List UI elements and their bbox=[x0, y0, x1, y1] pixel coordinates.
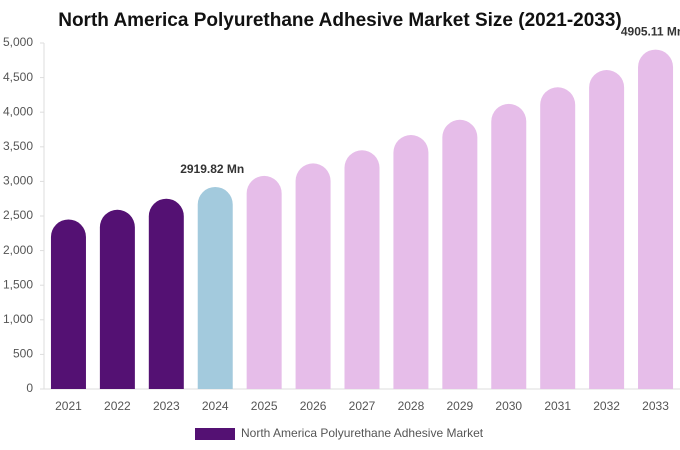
legend-swatch bbox=[195, 428, 235, 440]
bar bbox=[50, 219, 86, 389]
x-tick-label: 2024 bbox=[202, 399, 229, 413]
x-tick-label: 2022 bbox=[104, 399, 131, 413]
value-label: 2919.82 Mn bbox=[180, 162, 244, 176]
x-tick-label: 2033 bbox=[642, 399, 669, 413]
bar bbox=[99, 209, 135, 389]
y-tick-label: 4,000 bbox=[3, 104, 33, 118]
bar bbox=[589, 69, 625, 389]
x-tick-label: 2032 bbox=[593, 399, 620, 413]
bar bbox=[148, 198, 184, 389]
bar bbox=[540, 87, 576, 390]
bar bbox=[442, 119, 478, 389]
x-tick-label: 2027 bbox=[349, 399, 376, 413]
x-tick-label: 2031 bbox=[544, 399, 571, 413]
y-tick-label: 3,000 bbox=[3, 174, 33, 188]
bar bbox=[393, 135, 429, 389]
y-tick-label: 0 bbox=[26, 381, 33, 395]
y-tick-label: 3,500 bbox=[3, 139, 33, 153]
x-tick-label: 2025 bbox=[251, 399, 278, 413]
bar bbox=[491, 103, 527, 390]
x-tick-label: 2021 bbox=[55, 399, 82, 413]
bar bbox=[197, 186, 233, 389]
chart-title: North America Polyurethane Adhesive Mark… bbox=[58, 10, 622, 31]
y-tick-label: 5,000 bbox=[3, 35, 33, 49]
bar bbox=[638, 49, 674, 389]
y-tick-label: 4,500 bbox=[3, 70, 33, 84]
x-tick-label: 2029 bbox=[446, 399, 473, 413]
bar bbox=[344, 150, 380, 389]
x-tick-label: 2028 bbox=[398, 399, 425, 413]
x-tick-label: 2023 bbox=[153, 399, 180, 413]
y-tick-label: 1,000 bbox=[3, 312, 33, 326]
value-label: 4905.11 Mn bbox=[621, 25, 680, 39]
x-tick-label: 2026 bbox=[300, 399, 327, 413]
y-tick-label: 2,500 bbox=[3, 208, 33, 222]
y-tick-label: 500 bbox=[13, 347, 33, 361]
legend-label: North America Polyurethane Adhesive Mark… bbox=[241, 426, 484, 440]
bar bbox=[295, 163, 331, 389]
y-tick-label: 2,000 bbox=[3, 243, 33, 257]
bar bbox=[246, 175, 282, 389]
y-tick-label: 1,500 bbox=[3, 277, 33, 291]
x-tick-label: 2030 bbox=[495, 399, 522, 413]
